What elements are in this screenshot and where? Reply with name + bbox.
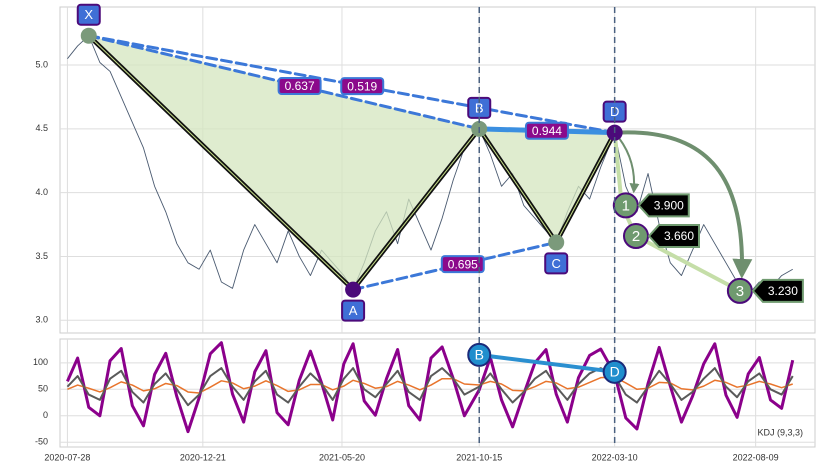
pattern-label-box (544, 252, 569, 275)
target-number: 1 (622, 197, 630, 214)
y-tick-label: -50 (35, 437, 48, 447)
ratio-label-box (277, 77, 322, 96)
plot-layer: 2020-07-28 2020-12-21 2021-05-20 2021-10-15… (33, 3, 815, 462)
pattern-leg-inner (88, 35, 354, 290)
target-value-label: 3.230 (768, 284, 798, 298)
y-tick-label: 50 (38, 384, 48, 394)
kdj-marker (467, 342, 492, 367)
target-arrow (614, 130, 753, 279)
x-tick-label: 2021-10-15 (456, 452, 502, 462)
ratio-label-box (524, 121, 569, 140)
target-number: 3 (736, 283, 744, 300)
series-group (67, 35, 793, 296)
pattern-area (88, 35, 480, 290)
ratio-label-box (340, 77, 385, 96)
pattern-point (548, 234, 565, 251)
pattern-label-box (76, 3, 101, 26)
target-value-box (647, 224, 700, 249)
y-tick-label: 0 (43, 410, 48, 420)
y-tick-label: 3.0 (35, 315, 48, 325)
y-tick-label: 3.5 (35, 251, 48, 261)
pattern-area (479, 128, 615, 243)
pattern-point (345, 281, 362, 298)
x-tick-label: 2021-05-20 (319, 452, 365, 462)
pattern-label: A (349, 303, 358, 318)
x-tick-label: 2022-08-09 (733, 452, 779, 462)
pattern-leg-inner (352, 128, 480, 290)
target-value-label: 3.900 (654, 199, 684, 213)
series-group (66, 341, 795, 434)
y-tick-label: 4.5 (35, 123, 48, 133)
pattern-leg-inner (478, 128, 557, 243)
marker-link (478, 352, 615, 374)
ratio-label: 0.944 (532, 124, 562, 138)
y-tick-label: 100 (33, 357, 48, 367)
pattern-label: X (84, 7, 93, 22)
x-tick-label: 2020-12-21 (180, 452, 226, 462)
ratio-label: 0.637 (285, 79, 315, 93)
kdj-marker (602, 359, 627, 384)
pattern-label-box (341, 299, 366, 322)
ratio-dashed-line (87, 34, 617, 135)
target-path (612, 132, 741, 293)
annotation: KDJ (9,3,3) (757, 427, 803, 437)
series-line (67, 35, 793, 296)
kdj-marker-label: B (475, 347, 484, 363)
x-tick-label: 2022-03-10 (592, 452, 638, 462)
y-tick-label: 5.0 (35, 59, 48, 69)
series-line (66, 367, 794, 407)
x-tick-label: 2020-07-28 (44, 452, 90, 462)
kdj-marker-label: D (610, 364, 620, 380)
y-tick-label: 4.0 (35, 187, 48, 197)
pattern-point (80, 27, 97, 44)
pattern-leg-inner (555, 132, 616, 243)
ratio-label: 0.519 (347, 79, 377, 93)
target-value-label: 3.660 (664, 229, 694, 243)
target-number: 2 (632, 228, 640, 245)
target-value-box (637, 193, 690, 218)
ratio-label-box (440, 255, 485, 274)
kdj-panel (59, 338, 816, 448)
ratio-label: 0.695 (448, 257, 478, 271)
target-value-box (751, 278, 804, 303)
pattern-label: C (552, 256, 561, 271)
